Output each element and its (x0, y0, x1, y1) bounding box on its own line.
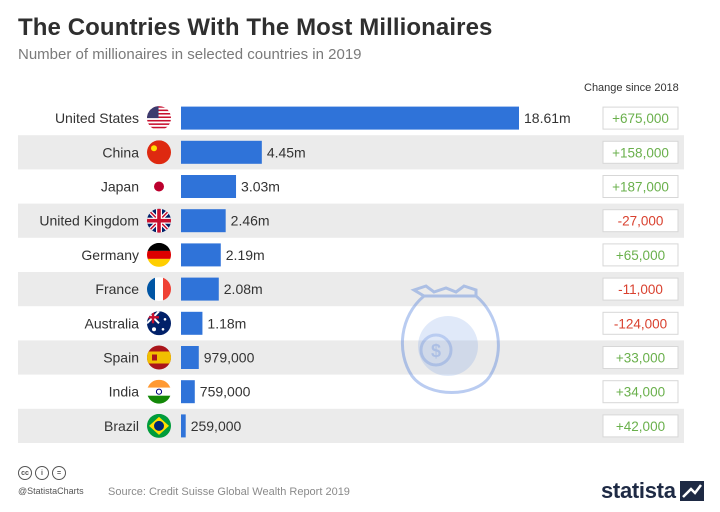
change-badge (602, 346, 679, 369)
row-bands (18, 135, 684, 443)
category-label: Germany (81, 247, 139, 263)
value-label: 2.19m (226, 247, 265, 263)
value-label: 259,000 (191, 418, 242, 434)
brand-wordmark: statista (601, 478, 676, 503)
bar-row: China 4.45m +158,000 (102, 140, 679, 165)
germany-flag-icon (147, 242, 171, 267)
value-label: 1.18m (207, 315, 246, 331)
money-bag-icon: $ (400, 284, 500, 394)
bar-row: United Kingdom 2.46m -27,000 (39, 208, 679, 233)
cc-icon: cc (18, 466, 32, 480)
bar (181, 311, 203, 335)
no-derivatives-icon: = (52, 466, 66, 480)
category-label: Australia (85, 315, 140, 331)
india-flag-icon (147, 379, 171, 404)
bar (181, 209, 226, 233)
japan-flag-icon (147, 174, 171, 199)
bar-row: United States 18.61m +675,000 (55, 106, 679, 131)
bar (181, 106, 519, 130)
uk-flag-icon (147, 208, 171, 233)
china-flag-icon (147, 140, 171, 165)
category-label: China (102, 144, 139, 160)
change-badge (602, 277, 679, 301)
statista-logo-icon (679, 481, 704, 501)
category-label: United Kingdom (39, 213, 139, 229)
change-value: +158,000 (612, 145, 669, 160)
bar (181, 277, 219, 301)
brazil-flag-icon (147, 413, 171, 438)
value-label: 2.08m (224, 281, 263, 297)
change-value: +34,000 (616, 385, 665, 400)
change-badge (602, 380, 679, 404)
change-badge (602, 414, 679, 438)
source-note: Source: Credit Suisse Global Wealth Repo… (108, 486, 350, 498)
category-label: United States (55, 110, 139, 126)
chart-subtitle: Number of millionaires in selected count… (18, 46, 362, 63)
row-band (18, 135, 684, 170)
bar-row: France 2.08m -11,000 (95, 277, 679, 302)
change-value: +187,000 (612, 180, 669, 195)
bar (181, 243, 221, 267)
us-flag-icon (147, 106, 171, 131)
spain-flag-icon (147, 345, 171, 370)
change-column-header: Change since 2018 (584, 82, 679, 94)
change-badge (602, 106, 679, 130)
twitter-handle: @StatistaCharts (18, 486, 84, 496)
row-band (18, 272, 684, 307)
bar-chart: $ United States 18.61m +675,000 China 4.45m +… (18, 106, 684, 443)
row-band (18, 340, 684, 375)
value-label: 18.61m (524, 110, 571, 126)
france-flag-icon (147, 277, 171, 302)
attribution-icon: i (35, 466, 49, 480)
bar (181, 140, 262, 164)
statista-logo: statista (601, 478, 704, 504)
bar-row: India 759,000 +34,000 (109, 379, 679, 404)
category-label: India (109, 384, 140, 400)
category-label: Japan (101, 179, 139, 195)
bar (181, 175, 237, 198)
bar (181, 414, 186, 438)
bar-row: Brazil 259,000 +42,000 (104, 413, 679, 438)
license-icons: cc i = (18, 466, 66, 480)
value-label: 4.45m (267, 144, 306, 160)
bar-rows: United States 18.61m +675,000 China 4.45m +15… (39, 106, 679, 438)
change-value: -11,000 (618, 282, 663, 297)
change-value: +65,000 (616, 248, 665, 263)
row-band (18, 203, 684, 238)
bar (181, 346, 199, 369)
change-badge (602, 175, 679, 198)
row-band (18, 408, 684, 443)
value-label: 3.03m (241, 179, 280, 195)
change-badge (602, 311, 679, 335)
value-label: 2.46m (231, 213, 270, 229)
bar-row: Germany 2.19m +65,000 (81, 242, 679, 267)
category-label: Brazil (104, 418, 139, 434)
australia-flag-icon (147, 311, 171, 336)
svg-text:$: $ (431, 341, 441, 361)
change-value: +675,000 (612, 111, 669, 126)
category-label: France (95, 281, 139, 297)
chart-title: The Countries With The Most Millionaires (18, 14, 493, 41)
change-badge (602, 140, 679, 164)
change-value: -124,000 (614, 316, 667, 331)
bar (181, 380, 195, 404)
category-label: Spain (103, 350, 139, 366)
bar-row: Japan 3.03m +187,000 (101, 174, 679, 199)
bar-row: Australia 1.18m -124,000 (85, 311, 679, 336)
change-value: +33,000 (616, 351, 665, 366)
change-badge (602, 209, 679, 233)
change-value: -27,000 (618, 214, 664, 229)
change-badge (602, 243, 679, 267)
bar-row: Spain 979,000 +33,000 (103, 345, 679, 370)
change-value: +42,000 (616, 419, 665, 434)
value-label: 759,000 (200, 384, 251, 400)
value-label: 979,000 (204, 350, 255, 366)
